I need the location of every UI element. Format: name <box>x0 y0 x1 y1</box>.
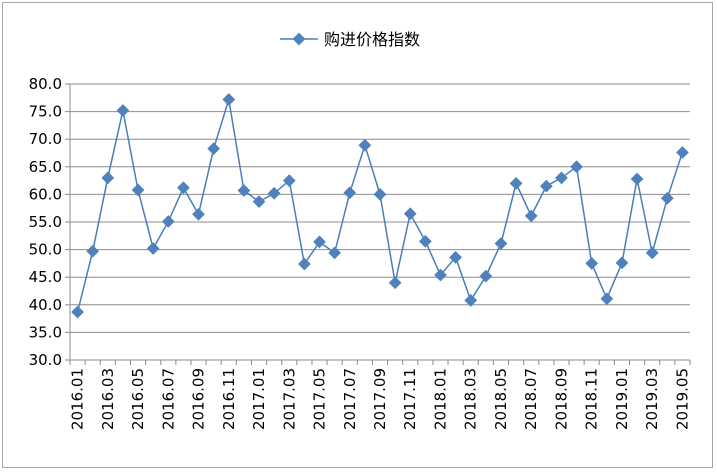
data-point-marker <box>282 174 296 187</box>
legend: 购进价格指数 <box>280 30 420 49</box>
data-point-marker <box>222 93 236 106</box>
data-point-marker <box>131 183 145 197</box>
x-tick-label: 2018.03 <box>462 368 480 430</box>
y-tick-label: 35.0 <box>29 323 62 341</box>
data-point-marker <box>555 171 568 185</box>
x-tick-label: 2017.05 <box>311 368 329 430</box>
axes <box>65 83 691 365</box>
x-tick-label: 2018.09 <box>552 368 570 430</box>
data-point-marker <box>267 186 281 200</box>
x-tick-label: 2019.01 <box>613 368 631 430</box>
x-tick-label: 2017.03 <box>280 368 298 430</box>
data-point-marker <box>660 191 674 205</box>
data-point-marker <box>615 256 629 270</box>
x-tick-label: 2016.03 <box>99 368 117 430</box>
data-point-marker <box>358 138 372 152</box>
y-tick-label: 30.0 <box>29 351 62 369</box>
data-point-marker <box>494 237 508 250</box>
data-point-marker <box>419 234 432 248</box>
y-tick-label: 75.0 <box>29 103 62 121</box>
data-point-marker <box>403 207 417 221</box>
data-point-marker <box>600 292 614 306</box>
y-tick-label: 65.0 <box>29 158 62 176</box>
x-tick-label: 2017.09 <box>371 368 389 430</box>
series-line <box>76 99 684 313</box>
x-tick-label: 2017.01 <box>250 368 268 430</box>
data-point-marker <box>71 305 84 319</box>
x-tick-label: 2019.03 <box>643 368 661 430</box>
y-tick-label: 40.0 <box>29 296 62 314</box>
data-point-marker <box>328 246 341 260</box>
x-tick-label: 2017.11 <box>401 368 419 430</box>
legend-marker-swatch <box>292 32 306 46</box>
data-point-marker <box>449 250 462 264</box>
x-tick-label: 2018.05 <box>492 368 510 430</box>
y-tick-label: 50.0 <box>29 241 62 259</box>
x-tick-label: 2016.07 <box>159 368 177 430</box>
data-point-marker <box>237 184 251 197</box>
data-point-marker <box>479 269 493 283</box>
data-point-marker <box>86 244 100 258</box>
x-tick-label: 2018.11 <box>583 368 601 430</box>
y-tick-label: 80.0 <box>29 75 62 93</box>
data-point-marker <box>388 276 402 290</box>
data-point-marker <box>570 160 583 174</box>
legend-label: 购进价格指数 <box>324 30 420 49</box>
chart-frame <box>2 2 713 468</box>
data-point-marker <box>373 188 387 201</box>
y-axis-tick-labels: 30.0 35.0 40.0 45.0 50.0 55.0 60.0 65.0 70.0 75.0… <box>29 75 62 369</box>
data-point-marker <box>343 186 357 200</box>
data-point-marker <box>192 207 205 221</box>
data-point-marker <box>585 257 599 270</box>
x-tick-label: 2016.05 <box>129 368 147 430</box>
data-point-marker <box>524 209 538 223</box>
data-point-marker <box>207 142 221 155</box>
data-point-marker <box>177 181 190 195</box>
data-point-marker <box>509 176 523 190</box>
y-tick-label: 70.0 <box>29 130 62 148</box>
data-point-marker <box>146 242 160 255</box>
data-point-marker <box>630 172 644 186</box>
data-point-marker <box>161 215 175 228</box>
data-point-marker <box>313 235 326 249</box>
x-tick-label: 2017.07 <box>341 368 359 430</box>
data-point-marker <box>116 104 130 117</box>
y-tick-label: 55.0 <box>29 213 62 231</box>
y-tick-label: 45.0 <box>29 268 62 286</box>
x-tick-label: 2016.09 <box>190 368 208 430</box>
x-tick-label: 2018.07 <box>522 368 540 430</box>
x-tick-label: 2018.01 <box>431 368 449 430</box>
x-tick-label: 2016.01 <box>69 368 87 430</box>
x-tick-label: 2019.05 <box>673 368 691 430</box>
data-point-marker <box>252 195 266 208</box>
data-point-marker <box>539 179 553 193</box>
data-point-marker <box>645 246 659 260</box>
data-point-marker <box>101 171 115 185</box>
data-point-marker <box>676 146 689 159</box>
x-tick-label: 2016.11 <box>220 368 238 430</box>
series-purchase-price-index <box>71 93 689 319</box>
data-point-marker <box>298 257 311 271</box>
data-point-marker <box>434 268 447 282</box>
data-point-marker <box>464 294 478 307</box>
x-axis-tick-labels: 2016.01 2016.03 2016.05 2016.07 2016.09 2016.… <box>69 368 692 430</box>
gridlines <box>70 83 690 333</box>
y-tick-label: 60.0 <box>29 185 62 203</box>
